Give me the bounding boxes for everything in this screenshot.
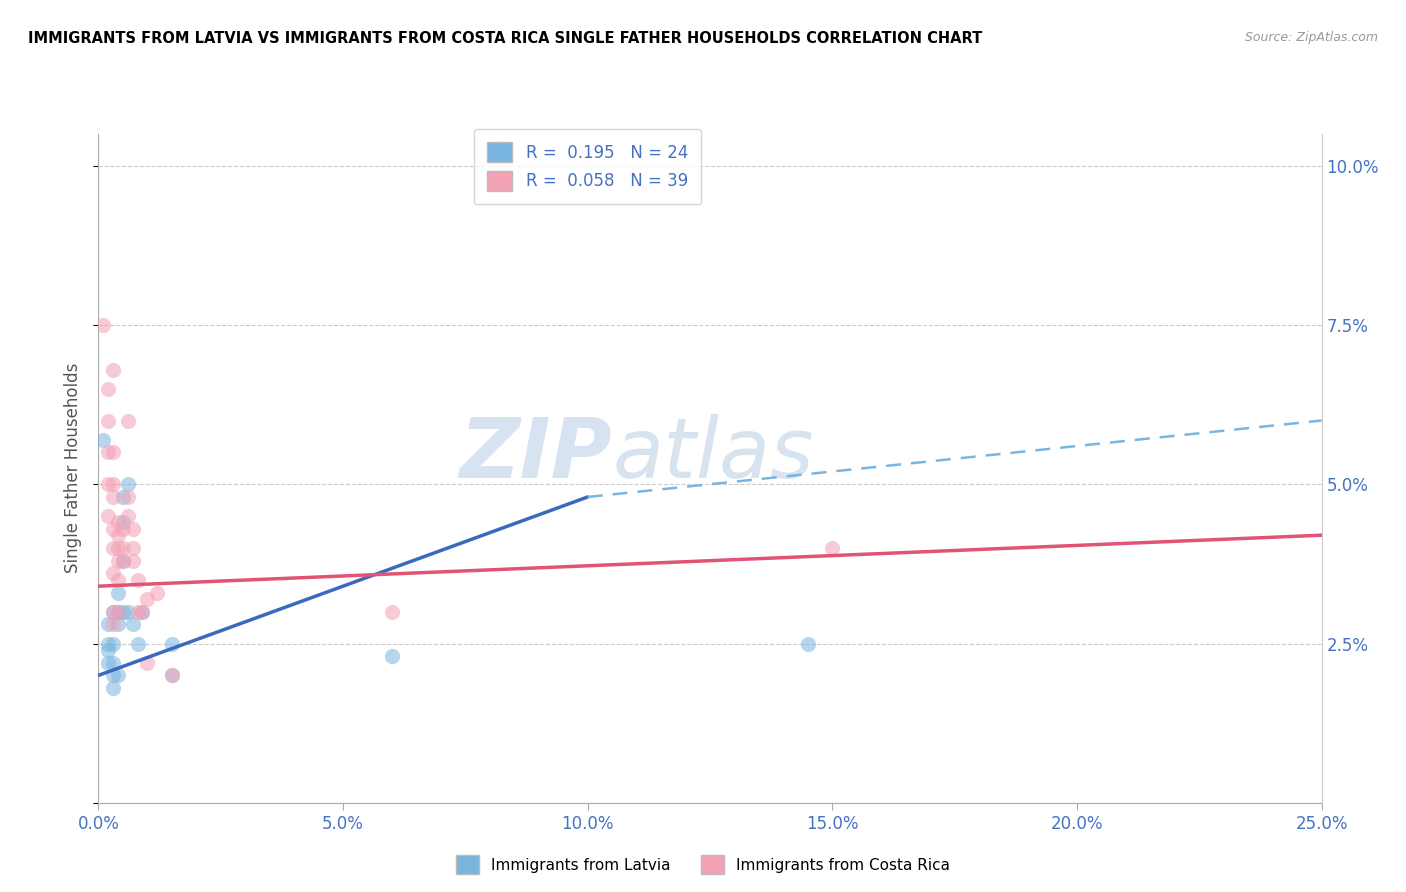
Point (101, 362, 124, 376)
Point (160, 668, 183, 682)
Point (97, 413, 120, 427)
Point (117, 413, 139, 427)
Point (97, 445, 120, 459)
Point (821, 541, 844, 555)
Point (107, 668, 129, 682)
Point (797, 636, 820, 650)
Text: ZIP: ZIP (460, 415, 612, 495)
Point (381, 649, 404, 664)
Point (111, 541, 134, 555)
Point (121, 541, 143, 555)
Point (111, 554, 134, 568)
Point (97, 617, 120, 632)
Point (101, 681, 124, 695)
Point (97, 382, 120, 396)
Point (111, 554, 134, 568)
Point (107, 605, 129, 619)
Text: Source: ZipAtlas.com: Source: ZipAtlas.com (1244, 31, 1378, 45)
Point (136, 591, 159, 606)
Point (107, 573, 129, 587)
Point (101, 636, 124, 650)
Point (97, 643, 120, 657)
Point (101, 522, 124, 536)
Point (146, 585, 169, 599)
Point (160, 668, 183, 682)
Point (127, 605, 149, 619)
Point (381, 605, 404, 619)
Point (107, 528, 129, 542)
Point (107, 605, 129, 619)
Point (101, 605, 124, 619)
Point (101, 566, 124, 581)
Point (111, 522, 134, 536)
Point (121, 617, 143, 632)
Point (97, 636, 120, 650)
Point (91, 433, 114, 447)
Legend: R =  0.195   N = 24, R =  0.058   N = 39: R = 0.195 N = 24, R = 0.058 N = 39 (474, 128, 702, 204)
Point (121, 554, 143, 568)
Point (117, 605, 139, 619)
Point (117, 509, 139, 524)
Point (97, 509, 120, 524)
Point (107, 541, 129, 555)
Point (97, 477, 120, 491)
Point (127, 636, 149, 650)
Point (131, 605, 153, 619)
Text: IMMIGRANTS FROM LATVIA VS IMMIGRANTS FROM COSTA RICA SINGLE FATHER HOUSEHOLDS CO: IMMIGRANTS FROM LATVIA VS IMMIGRANTS FRO… (28, 31, 983, 46)
Point (107, 585, 129, 599)
Point (121, 522, 143, 536)
Point (101, 541, 124, 555)
Point (101, 617, 124, 632)
Point (117, 490, 139, 504)
Point (111, 490, 134, 504)
Point (101, 605, 124, 619)
Point (97, 656, 120, 670)
Point (107, 516, 129, 530)
Y-axis label: Single Father Households: Single Father Households (65, 363, 83, 574)
Point (111, 605, 134, 619)
Point (101, 668, 124, 682)
Point (107, 617, 129, 632)
Point (101, 445, 124, 459)
Point (101, 490, 124, 504)
Point (136, 656, 159, 670)
Point (131, 605, 153, 619)
Point (91, 318, 114, 332)
Point (111, 516, 134, 530)
Point (101, 656, 124, 670)
Text: atlas: atlas (612, 415, 814, 495)
Point (160, 636, 183, 650)
Point (117, 477, 139, 491)
Point (127, 573, 149, 587)
Point (101, 477, 124, 491)
Legend: Immigrants from Latvia, Immigrants from Costa Rica: Immigrants from Latvia, Immigrants from … (450, 849, 956, 880)
Point (107, 554, 129, 568)
